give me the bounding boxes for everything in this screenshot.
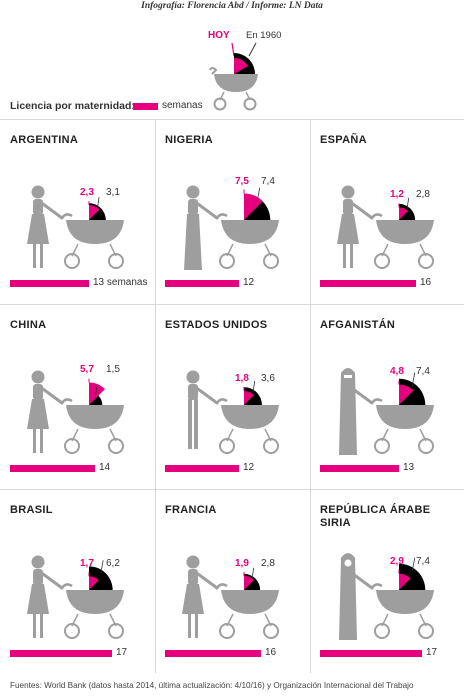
maternity-leave-bar bbox=[10, 465, 95, 472]
legend-today-label: HOY bbox=[208, 30, 230, 41]
source-note: Fuentes: World Bank (datos hasta 2014, ú… bbox=[10, 681, 414, 690]
maternity-leave-bar bbox=[10, 280, 89, 287]
fertility-today-value: 1,7 bbox=[80, 558, 94, 570]
maternity-leave-weeks: 17 bbox=[426, 647, 438, 658]
legend-stroller: HOY En 1960 bbox=[200, 26, 290, 118]
maternity-leave-weeks: 16 bbox=[420, 277, 432, 288]
stroller-illustration bbox=[27, 185, 124, 269]
maternity-leave-weeks: 12 bbox=[243, 277, 255, 288]
stroller-illustration bbox=[184, 185, 279, 270]
fertility-today-value: 4,8 bbox=[390, 366, 404, 378]
today-fertility-mark bbox=[244, 575, 255, 590]
fertility-today-value: 7,5 bbox=[235, 175, 249, 187]
maternity-leave-bar bbox=[165, 650, 261, 657]
maternity-leave-weeks: 13 semanas bbox=[93, 277, 148, 288]
stroller-illustration bbox=[182, 555, 279, 639]
legend-stroller-icon bbox=[209, 42, 258, 111]
legend-1960-label: En 1960 bbox=[246, 30, 282, 41]
stroller-illustration bbox=[339, 368, 434, 455]
fertility-today-value: 2,9 bbox=[390, 555, 404, 567]
today-fertility-mark bbox=[89, 382, 105, 405]
divider bbox=[310, 119, 311, 673]
fertility-1960-value: 3,1 bbox=[106, 186, 120, 198]
country-name: REPÚBLICA ÁRABE SIRIA bbox=[320, 504, 431, 529]
fertility-1960-value: 1,5 bbox=[106, 364, 120, 376]
country-name: ESTADOS UNIDOS bbox=[165, 319, 268, 331]
maternity-leave-weeks: 13 bbox=[403, 462, 415, 473]
stroller-illustration bbox=[339, 553, 434, 640]
country-cell: AFGANISTÁN 4,8 7,4 13 bbox=[310, 305, 464, 489]
stroller-illustration bbox=[27, 370, 124, 454]
maternity-leave-bar bbox=[320, 650, 422, 657]
licencia-label: Licencia por maternidad: bbox=[10, 100, 135, 112]
fertility-1960-value: 2,8 bbox=[416, 189, 430, 201]
maternity-leave-bar bbox=[320, 465, 399, 472]
fertility-1960-value: 7,4 bbox=[416, 366, 430, 378]
country-cell: FRANCIA 1,9 2,8 16 bbox=[155, 490, 309, 674]
fertility-today-value: 5,7 bbox=[80, 364, 94, 376]
fertility-1960-value: 7,4 bbox=[416, 555, 430, 567]
licencia-legend-bar bbox=[133, 103, 158, 110]
country-name: ESPAÑA bbox=[320, 134, 367, 146]
today-fertility-mark bbox=[399, 207, 408, 220]
maternity-leave-weeks: 12 bbox=[243, 462, 255, 473]
country-cell: ARGENTINA 2,3 3,1 13 semanas bbox=[0, 120, 154, 304]
today-fertility-mark bbox=[89, 576, 99, 590]
divider bbox=[0, 489, 464, 490]
country-grid: ARGENTINA 2,3 3,1 13 semanas NIGERIA 7,5 7,4 12… bbox=[0, 119, 464, 673]
divider bbox=[155, 119, 156, 673]
country-cell: ESTADOS UNIDOS 1,8 3,6 12 bbox=[155, 305, 309, 489]
fertility-today-value: 1,9 bbox=[235, 557, 249, 569]
fertility-1960-value: 3,6 bbox=[261, 373, 275, 385]
maternity-leave-bar bbox=[10, 650, 112, 657]
maternity-leave-bar bbox=[165, 465, 239, 472]
fertility-today-value: 1,8 bbox=[235, 373, 249, 385]
fertility-1960-value: 7,4 bbox=[261, 175, 275, 187]
country-name: AFGANISTÁN bbox=[320, 319, 396, 331]
country-name: ARGENTINA bbox=[10, 134, 79, 146]
today-fertility-mark bbox=[399, 573, 411, 590]
stroller-illustration bbox=[337, 185, 434, 269]
maternity-leave-weeks: 14 bbox=[99, 462, 111, 473]
today-fertility-mark bbox=[244, 193, 263, 220]
divider bbox=[0, 119, 464, 120]
stroller-illustration bbox=[27, 555, 124, 639]
maternity-leave-weeks: 16 bbox=[265, 647, 277, 658]
divider bbox=[0, 304, 464, 305]
country-cell: REPÚBLICA ÁRABE SIRIA 2,9 7,4 17 bbox=[310, 490, 464, 674]
fertility-1960-value: 2,8 bbox=[261, 557, 275, 569]
country-cell: CHINA 5,7 1,5 14 bbox=[0, 305, 154, 489]
country-name: FRANCIA bbox=[165, 504, 217, 516]
country-name: NIGERIA bbox=[165, 134, 213, 146]
licencia-unit-label: semanas bbox=[162, 100, 203, 111]
today-fertility-mark bbox=[244, 391, 254, 405]
today-fertility-mark bbox=[89, 204, 100, 220]
maternity-leave-weeks: 17 bbox=[116, 647, 128, 658]
maternity-leave-bar bbox=[320, 280, 416, 287]
country-name: BRASIL bbox=[10, 504, 53, 516]
fertility-1960-value: 6,2 bbox=[106, 558, 120, 570]
country-cell: NIGERIA 7,5 7,4 12 bbox=[155, 120, 309, 304]
fertility-today-value: 1,2 bbox=[390, 189, 404, 201]
country-cell: ESPAÑA 1,2 2,8 16 bbox=[310, 120, 464, 304]
country-name: CHINA bbox=[10, 319, 47, 331]
stroller-illustration bbox=[186, 370, 279, 454]
fertility-today-value: 2,3 bbox=[80, 186, 94, 198]
infographic-credit: Infografía: Florencia Abd / Informe: LN … bbox=[141, 1, 323, 11]
maternity-leave-bar bbox=[165, 280, 239, 287]
today-fertility-mark bbox=[399, 384, 414, 405]
country-cell: BRASIL 1,7 6,2 17 bbox=[0, 490, 154, 674]
